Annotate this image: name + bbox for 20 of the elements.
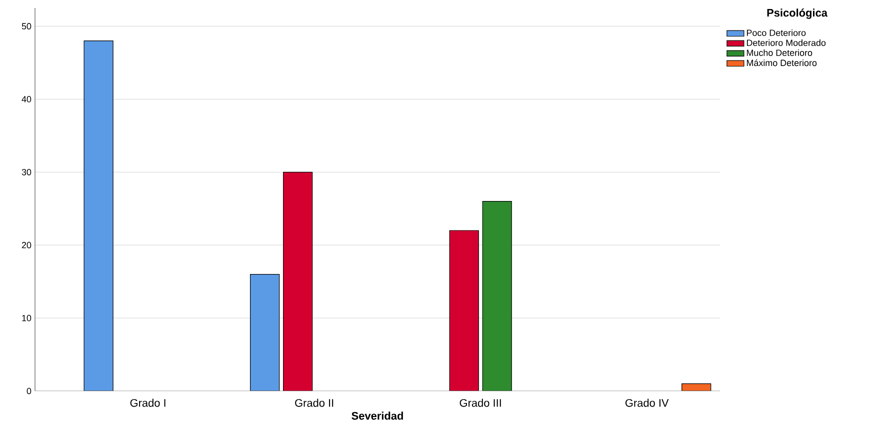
x-tick-label: Grado I	[130, 398, 166, 407]
legend-title: Psicológica	[767, 8, 828, 19]
bar	[449, 230, 479, 391]
y-tick-label: 20	[22, 242, 32, 248]
legend-label: Deterioro Moderado	[746, 39, 826, 46]
x-tick-label: Grado II	[295, 398, 334, 407]
y-tick-label: 50	[22, 23, 32, 30]
bar	[84, 40, 114, 391]
bar	[283, 172, 313, 391]
legend-label: Poco Deterioro	[746, 29, 806, 36]
y-tick-label: 40	[22, 96, 32, 102]
x-axis-title: Severidad	[352, 412, 403, 420]
x-tick-label: Grado III	[460, 398, 501, 407]
bar	[250, 274, 280, 391]
legend-label: Mucho Deterioro	[746, 49, 812, 56]
y-tick-label: 30	[22, 168, 32, 176]
y-tick-label: 10	[22, 314, 32, 322]
y-tick-label: 0	[26, 388, 32, 394]
x-tick-label: Grado IV	[625, 398, 669, 407]
legend-label: Máximo Deterioro	[746, 59, 817, 66]
